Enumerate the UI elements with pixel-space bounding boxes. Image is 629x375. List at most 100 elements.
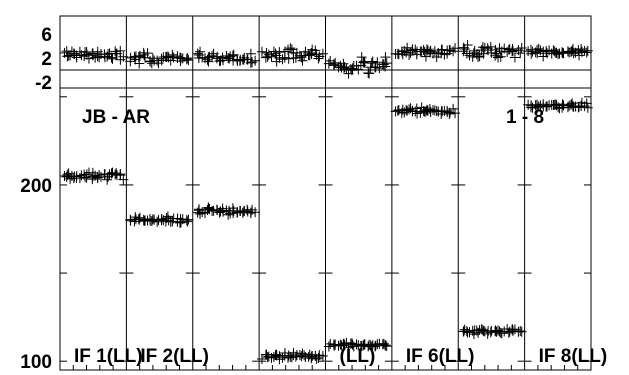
amplitude-point: [118, 174, 129, 185]
panel-label: IF 6(LL): [406, 346, 475, 367]
amplitude-point: [542, 101, 553, 112]
phase-point: [558, 48, 569, 59]
amplitude-point: [296, 351, 307, 362]
amplitude-point: [129, 216, 140, 227]
phase-point: [364, 68, 375, 79]
amplitude-point: [250, 207, 261, 218]
phase-point: [367, 56, 378, 67]
phase-point: [507, 45, 518, 56]
amplitude-point: [261, 349, 272, 360]
amplitude-point: [268, 351, 279, 362]
phase-point: [317, 48, 328, 59]
amplitude-point: [450, 108, 461, 119]
amplitude-point: [444, 108, 455, 119]
amplitude-point: [496, 328, 507, 339]
phase-point: [107, 53, 118, 64]
amplitude-point: [377, 339, 388, 350]
phase-point: [416, 46, 427, 57]
amplitude-point: [448, 103, 459, 114]
phase-point: [245, 48, 256, 59]
phase-point: [147, 53, 158, 64]
amplitude-point: [313, 352, 324, 363]
phase-point: [581, 47, 592, 58]
phase-point: [495, 51, 506, 62]
phase-point: [167, 49, 178, 60]
amplitude-point: [94, 169, 105, 180]
amplitude-point: [146, 215, 157, 226]
phase-point: [106, 52, 117, 63]
amplitude-point: [515, 326, 526, 337]
phase-point: [474, 51, 485, 62]
amplitude-point: [380, 340, 391, 351]
phase-point: [297, 55, 308, 66]
amplitude-point: [582, 102, 593, 113]
axis-ticks: [60, 96, 591, 370]
phase-point: [323, 58, 334, 69]
phase-point: [195, 46, 206, 57]
phase-point: [359, 56, 370, 67]
phase-point: [471, 49, 482, 60]
panel-label: IF 1(LL): [74, 346, 143, 367]
amplitude-point: [317, 350, 328, 361]
phase-point: [509, 52, 520, 63]
phase-point: [79, 51, 90, 62]
amplitude-point: [90, 170, 101, 181]
amplitude-point: [392, 105, 403, 116]
amplitude-point: [339, 340, 350, 351]
baseline-label: JB - AR: [82, 107, 150, 128]
phase-point: [459, 44, 470, 55]
phase-point: [270, 48, 281, 59]
phase-point: [347, 63, 358, 74]
amplitude-point: [228, 208, 239, 219]
amplitude-point: [102, 174, 113, 185]
phase-point: [493, 52, 504, 63]
amplitude-point: [202, 204, 213, 215]
phase-point: [402, 42, 413, 53]
panel-label: IF 2(LL): [140, 346, 209, 367]
amplitude-tick-label: 200: [20, 176, 52, 197]
phase-point: [182, 53, 193, 64]
amplitude-point: [516, 326, 527, 337]
phase-tick-label: 2: [41, 49, 52, 70]
amplitude-tick-label: 100: [20, 352, 52, 373]
amplitude-point: [557, 99, 568, 110]
phase-tick-label: 6: [41, 25, 52, 46]
phase-point: [283, 53, 294, 64]
phase-tick-label: -2: [35, 73, 52, 94]
phase-point: [162, 51, 173, 62]
phase-point: [515, 48, 526, 59]
phase-point: [329, 60, 340, 71]
phase-point: [118, 51, 129, 62]
amplitude-point: [566, 99, 577, 110]
phase-point: [256, 46, 267, 57]
phase-point: [346, 65, 357, 76]
panel-label: (LL): [340, 346, 376, 367]
phase-point: [381, 58, 392, 69]
amplitude-point: [370, 341, 381, 352]
amplitude-point: [459, 324, 470, 335]
phase-point: [462, 40, 473, 51]
panel-label: IF 8(LL): [539, 346, 608, 367]
phase-point: [181, 54, 192, 65]
amplitude-point: [80, 172, 91, 183]
amplitude-point: [62, 169, 73, 180]
amplitude-point: [152, 216, 163, 227]
phase-point: [183, 55, 194, 66]
phase-point: [245, 57, 256, 68]
amplitude-point: [195, 208, 206, 219]
phase-point: [516, 42, 527, 53]
amplitude-point: [111, 168, 122, 179]
phase-point: [223, 53, 234, 64]
amplitude-point: [162, 211, 173, 222]
amplitude-point: [485, 327, 496, 338]
amplitude-point: [81, 169, 92, 180]
panel-frames: [59, 15, 592, 371]
phase-point: [156, 53, 167, 64]
phase-point: [420, 51, 431, 62]
phase-point: [142, 48, 153, 59]
phase-point: [250, 55, 261, 66]
phase-point: [356, 52, 367, 63]
scan-label: 1 - 8: [506, 107, 544, 128]
phase-point: [410, 44, 421, 55]
